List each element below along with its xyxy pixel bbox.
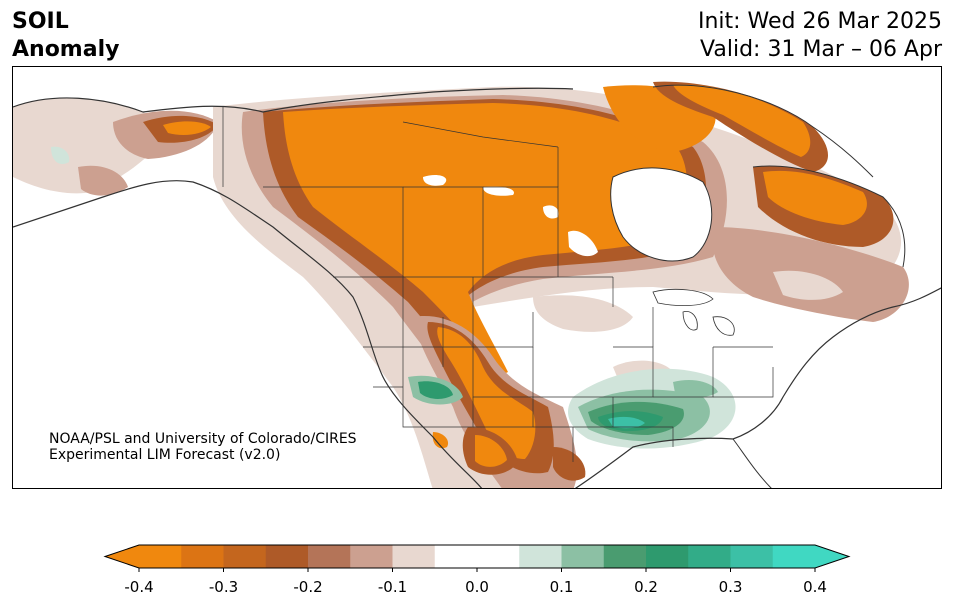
map-canvas <box>13 81 941 488</box>
coastline <box>574 287 941 488</box>
colorbar-tick-label: 0.0 <box>465 578 489 596</box>
colorbar-bin <box>730 545 774 568</box>
anomaly-region <box>437 327 536 459</box>
anomaly-region <box>432 432 449 449</box>
great-lakes <box>682 310 698 331</box>
colorbar <box>103 544 851 572</box>
political-borders <box>222 107 774 462</box>
colorbar-tick-label: -0.4 <box>124 578 154 596</box>
credit-text: NOAA/PSL and University of Colorado/CIRE… <box>49 431 357 463</box>
title-line-2: Anomaly <box>12 37 120 62</box>
anomaly-region <box>553 447 586 481</box>
credit-line-1: NOAA/PSL and University of Colorado/CIRE… <box>49 431 357 447</box>
coastline <box>13 180 483 488</box>
anomaly-region <box>475 435 507 467</box>
anomaly-region <box>608 416 645 429</box>
colorbar-bin <box>561 545 605 568</box>
colorbar-bin <box>350 545 393 568</box>
colorbar-tick-label: 0.3 <box>718 578 743 596</box>
colorbar-bin <box>434 545 520 568</box>
lake <box>543 205 559 219</box>
lake <box>423 174 447 186</box>
great-lakes <box>712 316 735 336</box>
colorbar-tick-label: 0.2 <box>634 578 658 596</box>
anomaly-region <box>418 381 453 399</box>
lake <box>568 230 598 257</box>
coastline <box>752 165 906 268</box>
colorbar-bin <box>181 545 224 568</box>
anomaly-region <box>763 170 867 225</box>
colorbar-bin <box>139 545 182 568</box>
anomaly-map <box>12 66 942 489</box>
colorbar-tick-label: -0.1 <box>377 578 408 596</box>
colorbar-bin <box>603 545 647 568</box>
anomaly-region <box>283 103 688 377</box>
colorbar-bin <box>265 545 309 568</box>
anomaly-region <box>163 121 211 135</box>
coastline <box>732 438 772 488</box>
colorbar-tick-label: 0.1 <box>549 578 574 596</box>
anomaly-region <box>51 146 70 165</box>
anomaly-region <box>653 81 828 172</box>
colorbar-over-arrow <box>815 545 849 568</box>
map-title: SOIL Anomaly <box>12 8 119 64</box>
credit-line-2: Experimental LIM Forecast (v2.0) <box>49 447 281 463</box>
colorbar-bin <box>223 545 267 568</box>
colorbar-bin <box>646 545 689 568</box>
valid-date: Valid: 31 Mar – 06 Apr <box>700 37 942 62</box>
colorbar-tick-label: -0.2 <box>293 578 323 596</box>
forecast-dates: Init: Wed 26 Mar 2025 Valid: 31 Mar – 06… <box>698 8 942 64</box>
colorbar-under-arrow <box>105 545 139 568</box>
colorbar-tick-label: -0.3 <box>208 578 239 596</box>
coastline <box>13 87 574 113</box>
colorbar-bin <box>688 545 731 568</box>
init-date: Init: Wed 26 Mar 2025 <box>697 9 942 34</box>
anomaly-region <box>78 165 128 196</box>
coastline <box>652 84 874 178</box>
anomaly-region <box>673 380 718 398</box>
anomaly-region <box>533 295 633 332</box>
hudson-bay <box>610 167 712 261</box>
anomaly-region <box>773 270 843 300</box>
lake <box>483 186 514 196</box>
colorbar-bin <box>772 545 816 568</box>
colorbar-tick-label: 0.4 <box>803 578 827 596</box>
great-lakes <box>652 288 714 307</box>
colorbar-bin <box>308 545 351 568</box>
coastline <box>610 167 713 262</box>
colorbar-bin <box>392 545 436 568</box>
title-line-1: SOIL <box>12 9 69 34</box>
colorbar-bin <box>519 545 562 568</box>
anomaly-region <box>673 84 811 157</box>
